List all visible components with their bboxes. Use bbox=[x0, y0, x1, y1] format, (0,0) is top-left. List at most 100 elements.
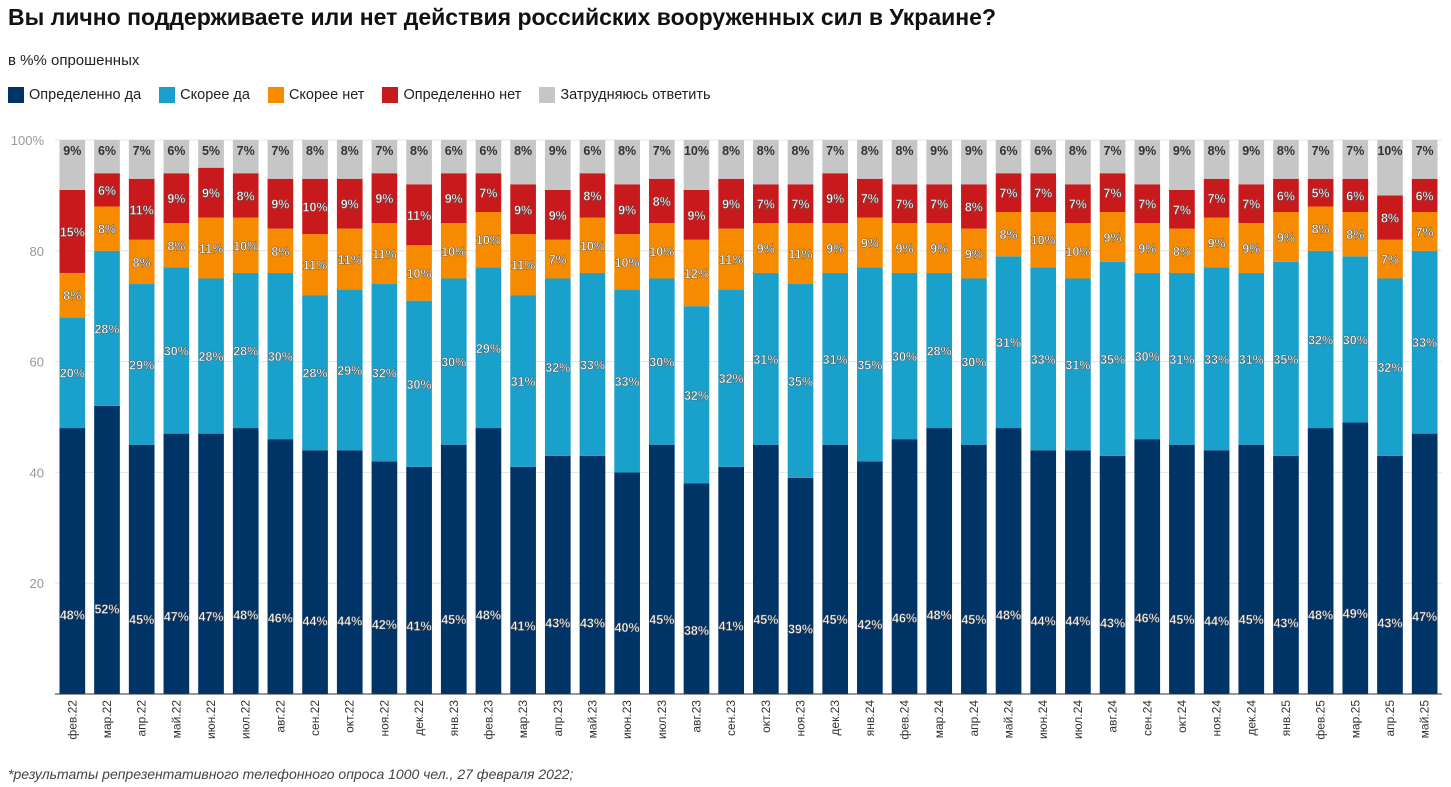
legend-swatch bbox=[267, 87, 284, 103]
bar-segment bbox=[371, 140, 398, 174]
x-tick-label: дек.22 bbox=[412, 700, 426, 736]
data-label: 7% bbox=[1000, 187, 1018, 201]
bar-segment bbox=[59, 317, 86, 429]
data-label: 7% bbox=[1069, 198, 1087, 212]
bar-segment bbox=[163, 173, 190, 224]
data-label: 41% bbox=[511, 619, 536, 633]
bar-segment bbox=[1030, 267, 1057, 451]
data-label: 7% bbox=[1208, 192, 1226, 206]
data-label: 7% bbox=[826, 144, 844, 158]
chart-title: Вы лично поддерживаете или нет действия … bbox=[8, 4, 997, 30]
bar-segment bbox=[440, 444, 467, 694]
data-label: 7% bbox=[930, 198, 948, 212]
bar-segment bbox=[1203, 178, 1230, 218]
bar-segment bbox=[1238, 272, 1265, 445]
bar-segment bbox=[475, 267, 502, 429]
data-label: 6% bbox=[98, 144, 116, 158]
x-tick-label: окт.22 bbox=[343, 700, 357, 733]
bar-segment bbox=[857, 178, 883, 218]
data-label: 45% bbox=[129, 613, 154, 627]
data-label: 43% bbox=[1273, 616, 1298, 630]
bar-segment bbox=[198, 140, 224, 168]
bar-segment bbox=[128, 239, 155, 285]
data-label: 28% bbox=[199, 350, 224, 364]
bar-segment bbox=[267, 140, 294, 179]
legend-swatch bbox=[159, 87, 176, 103]
data-label: 40% bbox=[615, 621, 640, 635]
bar-segment bbox=[648, 178, 675, 224]
data-label: 47% bbox=[164, 610, 189, 624]
x-tick-label: апр.23 bbox=[551, 700, 565, 737]
bar-segment bbox=[1099, 261, 1126, 456]
bar-segment bbox=[1342, 256, 1369, 423]
bar-segment bbox=[1307, 178, 1334, 207]
data-label: 9% bbox=[1242, 144, 1260, 158]
bar-segment bbox=[232, 173, 259, 218]
data-label: 8% bbox=[306, 144, 324, 158]
legend-label: Скорее нет bbox=[288, 87, 365, 103]
bar-segment bbox=[198, 217, 224, 279]
footnote: *результаты репрезентативного телефонног… bbox=[8, 766, 574, 782]
bar-segment bbox=[336, 450, 363, 694]
bar-segment bbox=[926, 140, 953, 185]
bar-segment bbox=[1273, 212, 1299, 262]
bar-segment bbox=[926, 223, 953, 273]
bar-segment bbox=[1342, 212, 1369, 257]
x-tick-label: июл.22 bbox=[239, 700, 253, 739]
bar-segment bbox=[267, 228, 294, 273]
bar-segment bbox=[857, 461, 883, 694]
data-label: 8% bbox=[271, 245, 289, 259]
bar-segment bbox=[648, 223, 675, 279]
bar-segment bbox=[336, 140, 363, 179]
bar-segment bbox=[995, 140, 1022, 174]
data-label: 46% bbox=[892, 612, 917, 626]
x-tick-label: янв.23 bbox=[447, 700, 461, 737]
bar-segment bbox=[1203, 267, 1230, 451]
bar-segment bbox=[544, 140, 571, 190]
data-label: 10% bbox=[303, 200, 328, 214]
bar-segment bbox=[718, 289, 744, 467]
bar-segment bbox=[787, 284, 814, 478]
bar-segment bbox=[232, 272, 259, 429]
bar-segment bbox=[1377, 239, 1403, 279]
bar-segment bbox=[128, 284, 155, 445]
data-label: 11% bbox=[407, 209, 431, 223]
data-label: 46% bbox=[268, 612, 293, 626]
x-tick-label: апр.25 bbox=[1383, 700, 1397, 737]
data-label: 28% bbox=[94, 322, 119, 336]
bar-segment bbox=[510, 234, 536, 296]
data-label: 30% bbox=[961, 356, 986, 370]
bar-segment bbox=[1065, 223, 1091, 279]
bar-segment bbox=[59, 140, 86, 190]
bar-segment bbox=[544, 239, 571, 279]
bar-segment bbox=[163, 140, 190, 174]
legend-swatch bbox=[8, 87, 24, 103]
bar-segment bbox=[336, 228, 363, 290]
bar-segment bbox=[510, 466, 536, 694]
bar-segment bbox=[822, 272, 849, 445]
bar-segment bbox=[683, 483, 710, 694]
data-label: 29% bbox=[476, 342, 501, 356]
bar-segment bbox=[440, 223, 467, 279]
bar-segment bbox=[822, 444, 849, 694]
data-label: 7% bbox=[1381, 253, 1399, 267]
legend-label: Затрудняюсь ответить bbox=[560, 87, 711, 103]
data-label: 28% bbox=[303, 367, 328, 381]
legend-label: Скорее да bbox=[180, 87, 250, 103]
data-label: 32% bbox=[684, 389, 709, 403]
data-label: 10% bbox=[1031, 234, 1056, 248]
bar-segment bbox=[1377, 455, 1403, 694]
data-label: 7% bbox=[1346, 144, 1364, 158]
data-label: 10% bbox=[1065, 245, 1090, 259]
data-label: 9% bbox=[861, 236, 879, 250]
bar-segment bbox=[1030, 450, 1057, 694]
data-label: 8% bbox=[1312, 223, 1330, 237]
data-label: 30% bbox=[268, 350, 293, 364]
bar-segment bbox=[787, 140, 814, 185]
bar-segment bbox=[302, 234, 328, 296]
x-tick-label: авг.22 bbox=[273, 700, 287, 733]
bar-segment bbox=[648, 278, 675, 445]
bar-segment bbox=[94, 173, 120, 207]
x-tick-label: фев.23 bbox=[481, 700, 495, 740]
